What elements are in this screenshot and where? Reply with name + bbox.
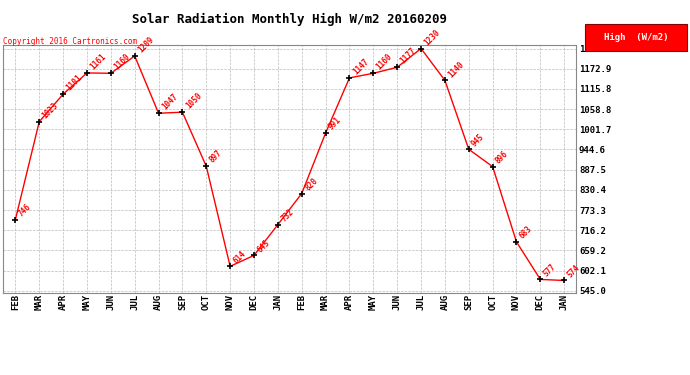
Text: 732: 732 — [279, 207, 295, 223]
Text: 574: 574 — [566, 263, 582, 279]
Text: 945: 945 — [470, 132, 486, 148]
Text: 746: 746 — [17, 202, 33, 218]
Text: 1101: 1101 — [64, 73, 84, 93]
Text: 897: 897 — [208, 149, 224, 165]
Text: 1023: 1023 — [41, 101, 60, 120]
Text: 1209: 1209 — [136, 35, 155, 55]
Text: 1160: 1160 — [112, 53, 132, 72]
Text: Copyright 2016 Cartronics.com: Copyright 2016 Cartronics.com — [3, 38, 137, 46]
Text: 1230: 1230 — [422, 28, 442, 47]
Text: 1050: 1050 — [184, 92, 204, 111]
Text: 991: 991 — [327, 116, 343, 132]
Text: 1161: 1161 — [88, 52, 108, 72]
Text: 1177: 1177 — [399, 46, 418, 66]
Text: High  (W/m2): High (W/m2) — [604, 33, 669, 42]
Text: 1160: 1160 — [375, 53, 394, 72]
Text: 645: 645 — [255, 238, 272, 254]
Text: 896: 896 — [494, 149, 510, 165]
Text: 1147: 1147 — [351, 57, 371, 76]
Text: 577: 577 — [542, 262, 558, 278]
Text: 820: 820 — [303, 176, 319, 192]
Text: 1140: 1140 — [446, 60, 466, 79]
Text: Solar Radiation Monthly High W/m2 20160209: Solar Radiation Monthly High W/m2 201602… — [132, 13, 447, 26]
Text: 683: 683 — [518, 224, 534, 240]
Text: 1047: 1047 — [160, 92, 179, 112]
Text: 614: 614 — [232, 249, 248, 265]
